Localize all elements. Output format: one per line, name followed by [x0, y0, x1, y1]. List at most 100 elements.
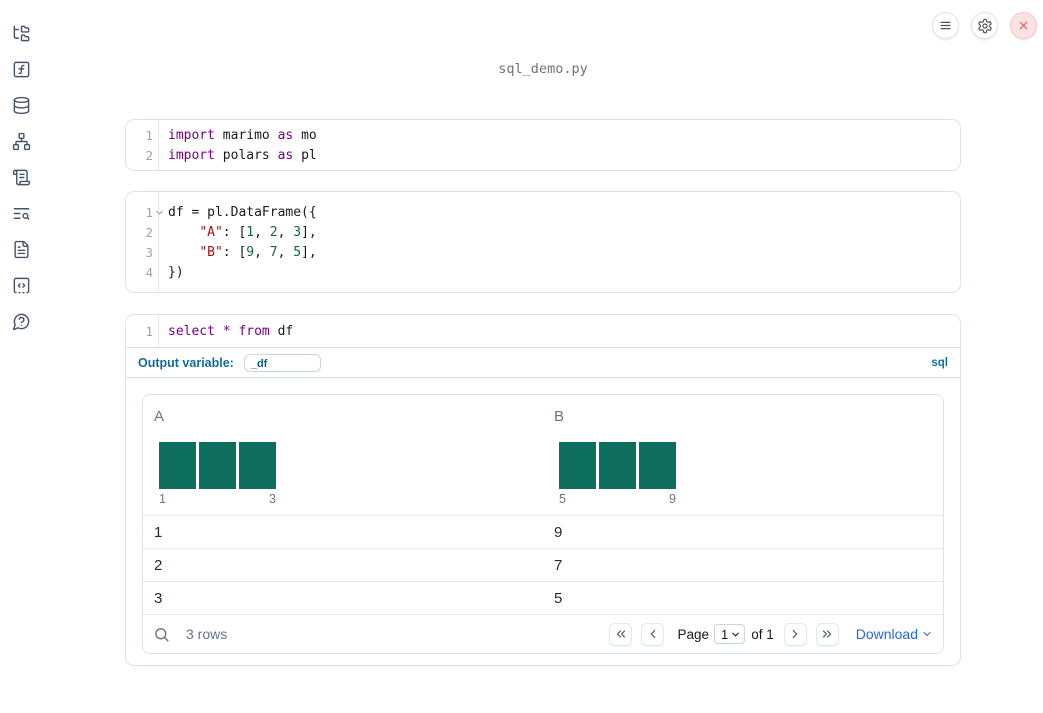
- first-page-button[interactable]: [609, 622, 633, 646]
- output-variable-label: Output variable:: [138, 355, 234, 370]
- help-bubble-icon: [12, 313, 30, 330]
- table-header: A 1 3 B 5 9: [143, 395, 943, 515]
- line-number: 1: [145, 127, 153, 143]
- page-select[interactable]: 1: [713, 624, 746, 644]
- shutdown-button[interactable]: [1010, 12, 1037, 39]
- axis-min-label: 1: [159, 492, 166, 506]
- column-header-a[interactable]: A 1 3: [143, 408, 543, 515]
- download-label: Download: [855, 626, 918, 642]
- sidebar-item-logs[interactable]: [12, 167, 32, 187]
- code-line[interactable]: 4}): [126, 262, 960, 282]
- histogram-bar: [639, 442, 676, 489]
- code-text: "A": [1, 2, 3],: [199, 224, 317, 240]
- scroll-icon: [12, 169, 31, 185]
- code-text: df = pl.DataFrame({: [168, 204, 317, 220]
- code-line[interactable]: 1 df = pl.DataFrame({: [126, 202, 960, 222]
- chevron-down-icon: [732, 632, 740, 636]
- chevron-right-icon: [792, 629, 798, 639]
- chevron-down-icon: [923, 632, 931, 636]
- histogram-axis: 5 9: [559, 492, 676, 506]
- table-cell: 3: [154, 589, 163, 607]
- table-cell: 1: [154, 523, 163, 541]
- axis-max-label: 9: [669, 492, 676, 506]
- axis-min-label: 5: [559, 492, 566, 506]
- code-text: import polars as pl: [168, 147, 317, 163]
- sidebar-item-dependency-graph[interactable]: [12, 131, 32, 151]
- sidebar-item-variables[interactable]: [12, 59, 32, 79]
- table-search-button[interactable]: [153, 626, 170, 643]
- notebook-filename: sql_demo.py: [498, 61, 588, 77]
- table-cell: 2: [154, 556, 163, 574]
- table-footer: 3 rows Page 1: [143, 614, 943, 653]
- sidebar-item-snippets[interactable]: [12, 275, 32, 295]
- prev-page-button[interactable]: [641, 622, 665, 646]
- database-icon: [13, 96, 30, 114]
- chevrons-left-icon: [616, 630, 626, 638]
- column-label: A: [154, 408, 165, 425]
- code-line[interactable]: 3 "B": [9, 7, 5],: [126, 242, 960, 262]
- code-line[interactable]: 1 import marimo as mo: [126, 125, 960, 145]
- code-editor[interactable]: 1 import marimo as mo 2 import polars as pl: [126, 120, 960, 170]
- next-page-button[interactable]: [783, 622, 807, 646]
- sidebar-item-datasources[interactable]: [12, 95, 32, 115]
- column-b-histogram: [559, 442, 676, 489]
- text-search-icon: [13, 207, 30, 220]
- sidebar-item-documentation[interactable]: [12, 239, 32, 259]
- page-select-value: 1: [720, 626, 729, 642]
- page-label: Page: [677, 626, 709, 642]
- file-text-icon: [14, 240, 29, 258]
- sidebar-item-trace-search[interactable]: [12, 203, 32, 223]
- settings-button[interactable]: [971, 12, 998, 39]
- folder-tree-icon: [13, 25, 30, 41]
- language-badge: sql: [931, 356, 948, 369]
- function-square-icon: [13, 61, 30, 77]
- menu-button[interactable]: [932, 12, 959, 39]
- code-text: import marimo as mo: [168, 127, 317, 143]
- page-total-label: of 1: [751, 626, 774, 642]
- histogram-bar: [599, 442, 636, 489]
- cell-output-panel: A 1 3 B 5 9: [126, 377, 960, 665]
- line-number: 1: [145, 204, 153, 220]
- hamburger-menu-icon: [940, 21, 951, 30]
- code-cell-dataframe: 1 df = pl.DataFrame({2 "A": [1, 2, 3], 3 "…: [125, 191, 961, 293]
- code-text: "B": [9, 7, 5],: [199, 244, 317, 260]
- table-cell: 5: [554, 589, 563, 607]
- code-line[interactable]: 2 "A": [1, 2, 3],: [126, 222, 960, 242]
- code-square-icon: [13, 277, 30, 293]
- column-label: B: [554, 408, 565, 425]
- histogram-bar: [199, 442, 236, 489]
- chevrons-right-icon: [823, 630, 832, 638]
- sql-cell: 1 select * from df Output variable: _df s…: [125, 314, 961, 666]
- line-number: 1: [145, 323, 153, 339]
- line-number: 2: [145, 224, 153, 240]
- gear-icon: [977, 18, 992, 33]
- download-button[interactable]: Download: [856, 626, 933, 642]
- code-cell-imports: 1 import marimo as mo 2 import polars as pl: [125, 119, 961, 171]
- network-icon: [12, 132, 31, 150]
- output-variable-input[interactable]: _df: [243, 353, 321, 372]
- table-cell: 7: [554, 556, 563, 574]
- row-count: 3 rows: [186, 626, 228, 642]
- column-header-b[interactable]: B 5 9: [543, 408, 943, 515]
- sql-editor[interactable]: 1 select * from df: [126, 315, 960, 347]
- search-icon: [155, 627, 169, 642]
- histogram-bar: [559, 442, 596, 489]
- window-actions: [932, 12, 1037, 39]
- close-x-icon: [1019, 21, 1028, 30]
- code-line[interactable]: 1 select * from df: [126, 321, 960, 341]
- last-page-button[interactable]: [815, 622, 839, 646]
- code-line[interactable]: 2 import polars as pl: [126, 145, 960, 165]
- notebook: sql_demo.py 1 import marimo as mo 2 import …: [125, 0, 961, 713]
- table-cell: 9: [554, 523, 563, 541]
- code-editor[interactable]: 1 df = pl.DataFrame({2 "A": [1, 2, 3], 3 "…: [126, 192, 960, 292]
- fold-chevron-icon[interactable]: [155, 208, 164, 217]
- chevron-left-icon: [650, 629, 656, 639]
- code-text: }): [168, 264, 184, 280]
- sidebar-item-file-explorer[interactable]: [12, 23, 32, 43]
- sidebar-item-help[interactable]: [12, 311, 32, 331]
- column-a-histogram: [159, 442, 276, 489]
